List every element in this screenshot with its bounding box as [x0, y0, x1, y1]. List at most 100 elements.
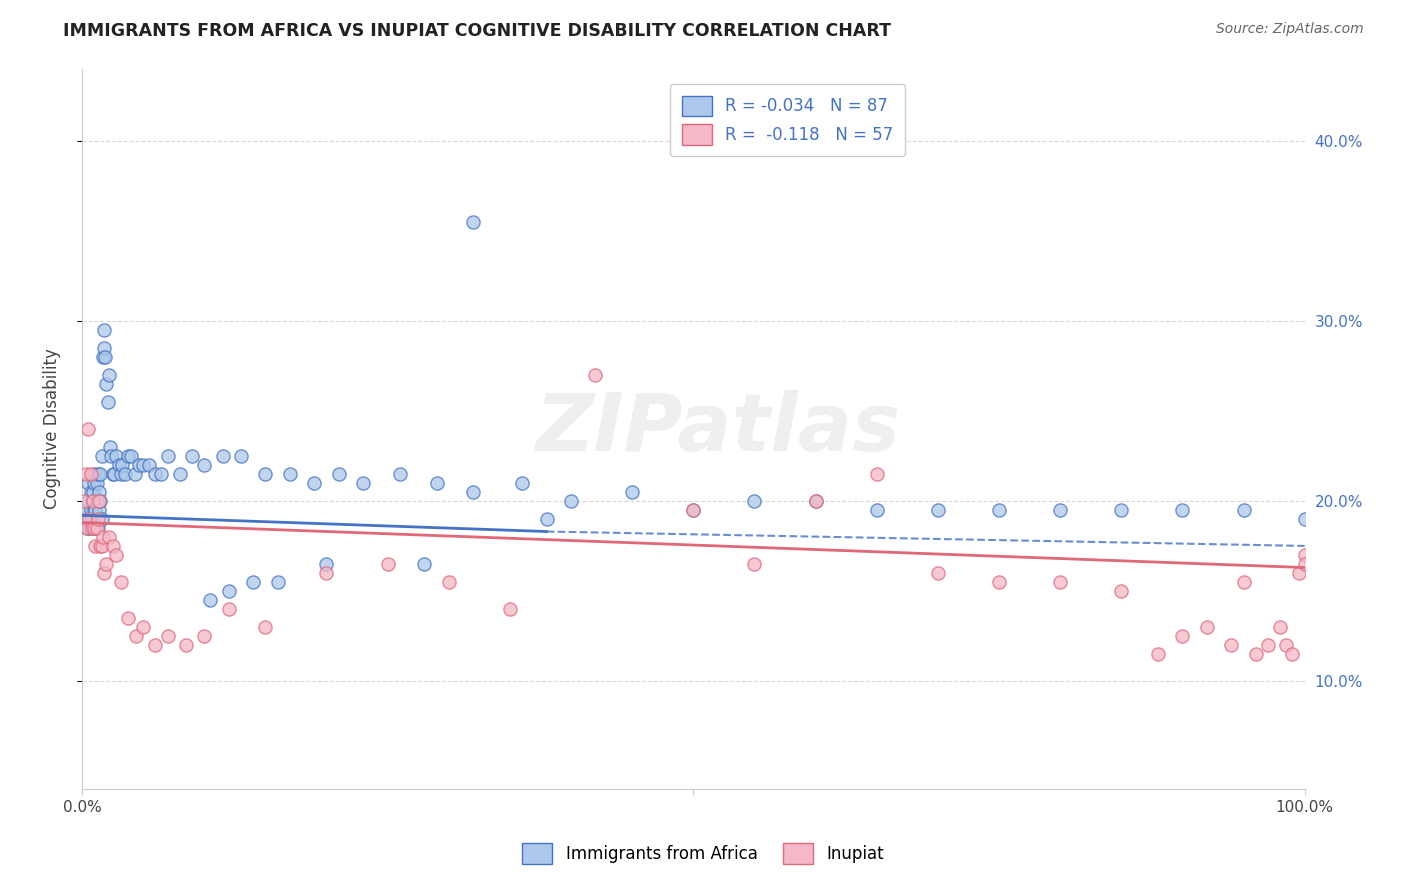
Point — [83, 475, 105, 490]
Point — [93, 323, 115, 337]
Point — [79, 521, 101, 535]
Point — [96, 376, 118, 391]
Point — [89, 539, 111, 553]
Point — [114, 467, 136, 481]
Point — [111, 458, 134, 472]
Point — [84, 521, 107, 535]
Point — [181, 449, 204, 463]
Point — [200, 593, 222, 607]
Point — [90, 449, 112, 463]
Point — [90, 539, 112, 553]
Point — [218, 584, 240, 599]
Point — [132, 620, 155, 634]
Point — [866, 503, 889, 517]
Point — [87, 467, 110, 481]
Text: IMMIGRANTS FROM AFRICA VS INUPIAT COGNITIVE DISABILITY CORRELATION CHART: IMMIGRANTS FROM AFRICA VS INUPIAT COGNIT… — [63, 22, 891, 40]
Point — [804, 494, 827, 508]
Point — [988, 574, 1011, 589]
Point — [143, 467, 166, 481]
Point — [242, 574, 264, 589]
Point — [86, 521, 108, 535]
Point — [1147, 647, 1170, 661]
Point — [1109, 503, 1132, 517]
Point — [100, 449, 122, 463]
Point — [193, 629, 215, 643]
Point — [120, 449, 142, 463]
Point — [150, 467, 173, 481]
Point — [229, 449, 252, 463]
Point — [87, 494, 110, 508]
Point — [75, 503, 97, 517]
Point — [110, 467, 132, 481]
Point — [76, 521, 98, 535]
Point — [218, 602, 240, 616]
Point — [682, 503, 704, 517]
Point — [1195, 620, 1218, 634]
Point — [254, 467, 277, 481]
Point — [132, 458, 155, 472]
Point — [77, 422, 100, 436]
Point — [84, 539, 107, 553]
Point — [1232, 503, 1254, 517]
Point — [87, 503, 110, 517]
Point — [97, 530, 120, 544]
Point — [97, 394, 120, 409]
Point — [169, 467, 191, 481]
Point — [79, 484, 101, 499]
Point — [79, 467, 101, 481]
Point — [138, 458, 160, 472]
Point — [79, 512, 101, 526]
Point — [988, 503, 1011, 517]
Point — [585, 368, 607, 382]
Point — [86, 494, 108, 508]
Point — [89, 494, 111, 508]
Point — [560, 494, 582, 508]
Point — [105, 449, 128, 463]
Point — [1049, 574, 1071, 589]
Point — [82, 484, 104, 499]
Point — [1281, 647, 1303, 661]
Point — [621, 484, 644, 499]
Point — [744, 557, 766, 571]
Point — [866, 467, 889, 481]
Point — [101, 539, 124, 553]
Point — [266, 574, 288, 589]
Point — [110, 574, 132, 589]
Point — [1294, 557, 1316, 571]
Point — [73, 494, 96, 508]
Point — [105, 548, 128, 562]
Point — [1109, 584, 1132, 599]
Legend: R = -0.034   N = 87, R =  -0.118   N = 57: R = -0.034 N = 87, R = -0.118 N = 57 — [671, 84, 905, 156]
Point — [77, 494, 100, 508]
Point — [278, 467, 301, 481]
Point — [377, 557, 399, 571]
Point — [77, 475, 100, 490]
Point — [83, 467, 105, 481]
Point — [1294, 548, 1316, 562]
Point — [927, 503, 949, 517]
Point — [1275, 638, 1298, 652]
Point — [315, 566, 337, 580]
Point — [82, 521, 104, 535]
Text: Source: ZipAtlas.com: Source: ZipAtlas.com — [1216, 22, 1364, 37]
Point — [328, 467, 350, 481]
Point — [83, 503, 105, 517]
Point — [388, 467, 411, 481]
Point — [80, 512, 103, 526]
Point — [1257, 638, 1279, 652]
Point — [117, 611, 139, 625]
Point — [156, 629, 179, 643]
Point — [87, 484, 110, 499]
Point — [536, 512, 558, 526]
Point — [91, 530, 114, 544]
Point — [103, 467, 125, 481]
Point — [86, 475, 108, 490]
Point — [304, 475, 326, 490]
Point — [1244, 647, 1267, 661]
Point — [1171, 629, 1194, 643]
Point — [91, 350, 114, 364]
Point — [425, 475, 447, 490]
Legend: Immigrants from Africa, Inupiat: Immigrants from Africa, Inupiat — [516, 837, 890, 871]
Point — [1220, 638, 1243, 652]
Point — [93, 566, 115, 580]
